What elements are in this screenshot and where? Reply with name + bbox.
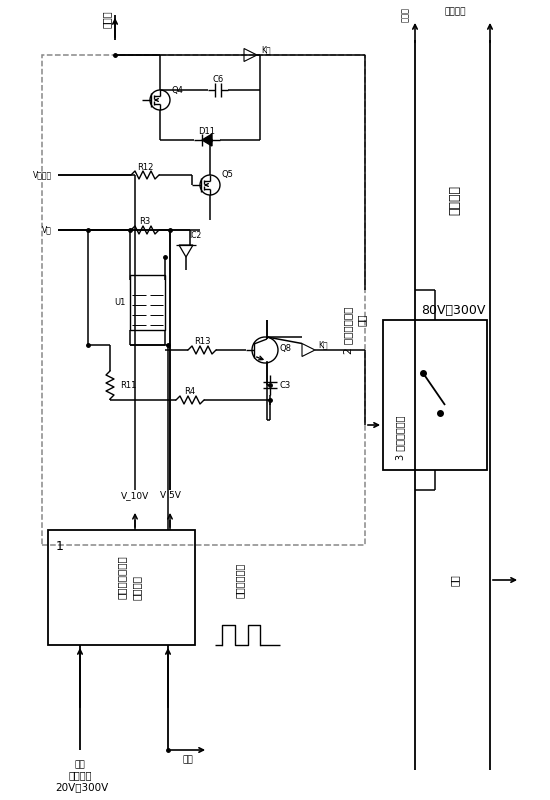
- Text: R12: R12: [137, 162, 153, 171]
- Text: 输入直流: 输入直流: [68, 770, 92, 780]
- Text: U1: U1: [114, 298, 126, 307]
- Text: 3 选发开关电路: 3 选发开关电路: [395, 415, 405, 460]
- Text: Q8: Q8: [280, 343, 292, 353]
- Text: 80V～300V: 80V～300V: [421, 303, 485, 317]
- Text: V_10V: V_10V: [121, 491, 149, 500]
- Text: V 5V: V 5V: [160, 491, 180, 500]
- Text: 电源电路: 电源电路: [131, 575, 141, 600]
- Text: C3: C3: [280, 381, 292, 390]
- Text: D11: D11: [199, 126, 216, 135]
- Text: R13: R13: [194, 338, 210, 346]
- Text: 接地端: 接地端: [400, 7, 410, 22]
- Bar: [383, 320, 487, 470]
- Bar: [42, 55, 365, 545]
- Text: V五: V五: [42, 226, 52, 234]
- Text: 2 信号检测处理: 2 信号检测处理: [343, 306, 353, 354]
- Text: R4: R4: [184, 387, 196, 397]
- Text: R11: R11: [120, 381, 136, 390]
- Bar: [48, 530, 195, 645]
- Text: Q4: Q4: [172, 86, 184, 94]
- Text: C6: C6: [212, 74, 224, 83]
- Text: 稳压输出: 稳压输出: [444, 7, 466, 16]
- Text: 缆芯: 缆芯: [450, 574, 460, 586]
- Text: Q5: Q5: [222, 170, 234, 179]
- Text: 缆皮: 缆皮: [75, 760, 85, 769]
- Text: IC2: IC2: [189, 231, 201, 241]
- Text: 稳压输出: 稳压输出: [448, 185, 461, 215]
- Text: V三三三: V三三三: [33, 170, 52, 179]
- Text: 命令控制信号: 命令控制信号: [235, 562, 245, 598]
- Text: 宽范围输入稳压: 宽范围输入稳压: [117, 556, 126, 599]
- Text: 电路: 电路: [357, 314, 367, 326]
- Polygon shape: [202, 134, 212, 146]
- Bar: [130, 275, 165, 330]
- Text: 20V～300V: 20V～300V: [56, 782, 109, 792]
- Text: K刷: K刷: [261, 46, 271, 54]
- Text: 缆芯: 缆芯: [183, 755, 194, 765]
- Text: 接下级: 接下级: [102, 10, 112, 28]
- Text: K刷: K刷: [318, 341, 328, 350]
- Text: 1: 1: [56, 540, 64, 553]
- Text: R3: R3: [139, 218, 151, 226]
